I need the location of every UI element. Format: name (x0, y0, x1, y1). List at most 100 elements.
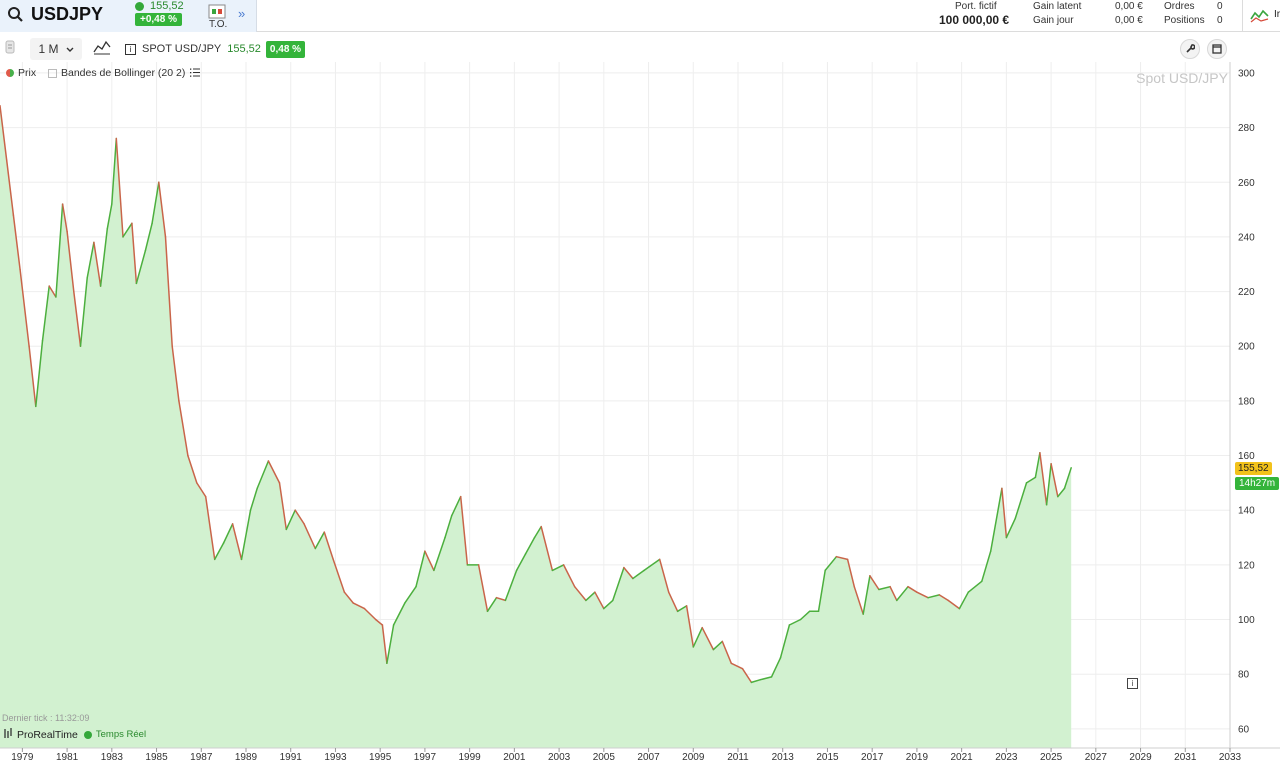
price-line-segment (343, 591, 355, 604)
price-line-segment (323, 531, 334, 561)
price-series (0, 104, 1072, 748)
brand-name: ProRealTime (17, 728, 78, 741)
y-tick-label: 100 (1238, 615, 1255, 626)
indicators-menu[interactable]: Ir (1242, 0, 1280, 32)
axes: 1979 1981 1983 1985 1987 1989 1991 1993 1995 1997… (0, 62, 1280, 763)
order-ticket-icon[interactable] (208, 3, 226, 24)
price-line-segment (989, 487, 1003, 552)
price-line-segment (612, 566, 625, 602)
price-line-segment (788, 618, 802, 626)
price-line-segment (424, 550, 435, 572)
price-line-segment (685, 605, 695, 648)
price-line-segment (1057, 487, 1066, 498)
price-line-segment (947, 599, 961, 610)
price-line-segment (667, 591, 679, 613)
price-line-segment (0, 104, 8, 162)
x-tick-label: 1981 (56, 752, 79, 763)
price-line-segment (459, 495, 469, 566)
instrument-name: SPOT USD/JPY (142, 43, 222, 55)
price-line-segment (231, 523, 243, 561)
price-line-segment (111, 137, 118, 205)
x-tick-label: 2001 (503, 752, 526, 763)
x-tick-label: 1999 (459, 752, 482, 763)
price-line-segment (1005, 517, 1017, 539)
instrument-info[interactable]: i SPOT USD/JPY 155,52 0,48 % (125, 38, 306, 60)
x-tick-label: 2013 (772, 752, 795, 763)
legend-bollinger[interactable]: Bandes de Bollinger (20 2) (48, 67, 185, 79)
top-change-badge: +0,48 % (135, 13, 182, 26)
chart-info-icon[interactable]: i (1127, 678, 1138, 689)
y-tick-label: 80 (1238, 670, 1250, 681)
price-line-segment (750, 678, 762, 684)
price-line-segment (1050, 463, 1059, 498)
price-line-segment (144, 222, 153, 252)
price-line-segment (692, 626, 703, 648)
price-line-segment (303, 523, 317, 550)
expand-chevron-icon[interactable]: » (238, 6, 246, 21)
price-line-segment (878, 585, 891, 591)
symbol-search[interactable]: USDJPY 155,52 +0,48 % T.O. » (0, 0, 257, 32)
price-line-segment (267, 460, 281, 484)
price-line-segment (817, 569, 826, 613)
price-line-segment (835, 555, 849, 561)
price-line-segment (404, 585, 417, 604)
indicators-menu-label: Ir (1274, 9, 1280, 20)
price-line-segment (171, 345, 180, 402)
price-line-segment (294, 509, 305, 525)
info-icon: i (125, 43, 136, 55)
price-line-segment (495, 596, 507, 602)
drag-handle-icon (5, 40, 15, 59)
x-tick-label: 2007 (637, 752, 660, 763)
x-tick-label: 1997 (414, 752, 437, 763)
price-line-segment (524, 536, 536, 555)
realtime-label: Temps Réel (95, 729, 147, 740)
price-area (0, 105, 1072, 748)
price-line-segment (99, 227, 109, 287)
x-tick-label: 1991 (280, 752, 303, 763)
price-line-segment (759, 676, 773, 681)
price-line-segment (433, 536, 446, 572)
chart-type-button[interactable] (93, 38, 111, 60)
orders-label: Ordres (1164, 1, 1195, 12)
price-line-segment (93, 241, 102, 287)
chart-type-icon (93, 39, 111, 60)
price-line-segment (222, 523, 234, 544)
price-line-segment (55, 203, 64, 298)
price-line-segment (967, 580, 983, 593)
y-tick-label: 120 (1238, 560, 1255, 571)
window-button[interactable] (1207, 38, 1227, 60)
price-line-segment (178, 400, 189, 457)
x-tick-label: 1983 (101, 752, 124, 763)
price-line-segment (392, 602, 406, 626)
portfolio-label: Port. fictif (955, 1, 997, 12)
x-tick-label: 2011 (727, 752, 749, 763)
x-tick-label: 1995 (369, 752, 392, 763)
positions-count: 0 (1217, 15, 1223, 26)
price-line-segment (213, 542, 225, 561)
search-icon[interactable] (7, 6, 24, 28)
top-bar: USDJPY 155,52 +0,48 % T.O. » Port. ficti… (0, 0, 1280, 32)
period-selector[interactable]: 1 M (30, 38, 82, 60)
price-line-segment (676, 605, 688, 613)
price-line-segment (35, 340, 44, 408)
chart-handle[interactable] (5, 38, 15, 60)
x-tick-label: 1985 (145, 752, 168, 763)
price-line-segment (1014, 482, 1028, 520)
gain-jour-label: Gain jour (1033, 15, 1074, 26)
legend-bollinger-label: Bandes de Bollinger (20 2) (61, 67, 186, 79)
price-line-segment (1025, 476, 1037, 484)
legend-prix[interactable]: Prix (6, 67, 36, 79)
price-line-segment (551, 564, 565, 572)
price-line-segment (1045, 463, 1052, 506)
legend-list-button[interactable] (190, 68, 200, 80)
price-line-segment (504, 569, 518, 602)
y-tick-label: 160 (1238, 451, 1255, 462)
price-line-segment (122, 222, 133, 238)
top-price: 155,52 (150, 0, 184, 12)
y-tick-label: 240 (1238, 232, 1255, 243)
price-line-segment (862, 575, 871, 615)
chevron-down-icon (66, 40, 74, 58)
settings-button[interactable] (1180, 38, 1200, 60)
y-tick-label: 300 (1238, 68, 1255, 79)
